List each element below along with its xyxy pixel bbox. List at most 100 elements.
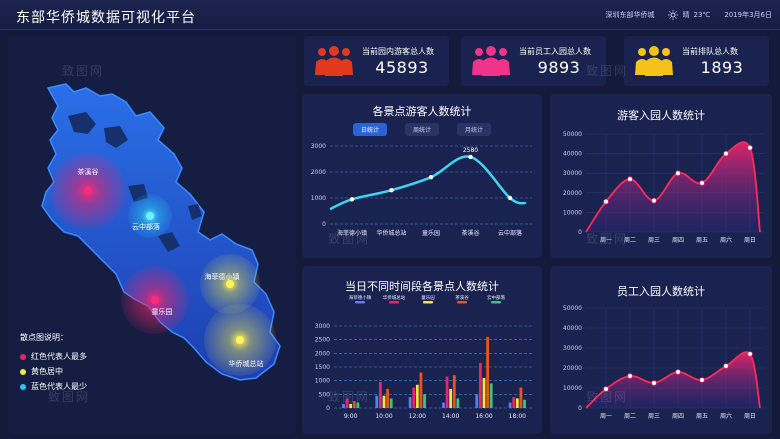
data-point [651,380,657,386]
x-tick-label: 周二 [624,413,636,420]
y-tick-label: 2500 [315,337,330,344]
y-tick-label: 0 [326,405,330,412]
data-point [603,386,609,392]
people-icon [635,46,673,76]
map-legend: 散点图说明： 红色代表人最多 黄色居中 蓝色代表人最少 [20,332,87,396]
legend-label: 红色代表人最多 [31,352,87,361]
y-tick-label: 40000 [563,325,582,332]
hotspot-tongleyuan[interactable]: 童乐园 [121,266,189,334]
data-point [349,197,355,202]
y-tick-label: 20000 [563,190,582,197]
x-tick-label: 10:00 [375,413,392,420]
x-tick-label: 海菲德小镇 [337,229,367,237]
tab-weekly[interactable]: 周统计 [404,123,439,136]
hotspot-huaqiaocheng[interactable]: 华侨城总站 [204,304,276,376]
legend-swatch [491,301,501,304]
bar [408,397,412,408]
watermark: 致图网 [62,64,105,78]
legend-swatch [457,301,467,304]
series-area [586,142,760,232]
legend-dot [20,383,26,390]
legend-label: 童乐园 [421,294,435,301]
legend-label: 蓝色代表人最少 [31,382,87,391]
y-tick-label: 0 [578,229,582,236]
y-tick-label: 3000 [311,143,326,150]
legend-title: 散点图说明： [20,333,68,342]
x-tick-label: 9:00 [344,413,358,420]
data-point [699,180,705,186]
map-panel: 茶溪谷 云中部落 海菲德小镇 童乐园 华侨城总站 散点图说明： 红色代表人最多 [8,36,296,434]
bar [445,376,449,408]
data-point [699,377,705,383]
bar [489,383,493,408]
x-tick-label: 14:00 [442,413,459,420]
tab-monthly[interactable]: 月统计 [457,123,492,136]
data-label: 2580 [463,147,478,154]
bar [349,403,353,408]
kpi-label: 当前园内游客总人数 [362,47,434,56]
tab-daily[interactable]: 日统计 [352,123,387,136]
legend-label: 华侨城总站 [383,294,406,301]
hotspot-label: 云中部落 [132,222,160,231]
page-title: 东部华侨城数据可视化平台 [16,10,196,26]
y-tick-label: 3000 [315,323,330,330]
y-tick-label: 1000 [311,195,326,202]
bar [456,398,460,408]
bar [379,382,382,408]
x-tick-label: 周日 [744,237,756,244]
bar [442,402,445,408]
data-point [627,373,633,379]
legend-label: 海菲德小镇 [349,294,372,301]
watermark: 致图网 [586,232,629,246]
y-tick-label: 1000 [315,378,330,385]
bar [423,394,426,408]
x-tick-label: 周六 [720,412,732,420]
x-tick-label: 12:00 [409,413,426,420]
data-point [468,154,473,160]
x-tick-label: 周一 [600,413,612,420]
bar [342,403,345,408]
hotspot-label: 海菲德小镇 [205,272,240,281]
hotspot-chaxigu[interactable]: 茶溪谷 [50,153,126,229]
x-tick-label: 周三 [648,413,660,420]
line-chart: 0 1000 2000 3000 海菲德小镇 华侨城总站 童乐园 茶溪谷 云中部落 2580 [311,143,532,237]
kpi-card-visitors: 当前园内游客总人数 45893 [304,36,449,86]
data-point [507,195,513,201]
x-tick-label: 茶溪谷 [461,229,479,237]
staff-entry-panel: 员工入园人数统计 0 10000 20000 30000 40000 50000 周一 周二 周… [550,266,772,434]
time-period-panel: 当日不同时间段各景点人数统计 0 500 1000 1500 2000 2500 3000 海… [302,266,542,434]
legend-item: 黄色居中 [20,366,87,377]
panel-title: 游客入园人数统计 [617,109,705,122]
bar [412,387,416,408]
panel-title: 各景点游客人数统计 [372,105,472,118]
data-point [723,150,729,157]
y-tick-label: 50000 [563,131,582,138]
bar [352,401,356,408]
bar [449,388,453,408]
hotspot-label: 茶溪谷 [78,167,99,176]
x-tick-label: 周四 [672,413,684,420]
hotspot-haifeide[interactable]: 海菲德小镇 [200,254,260,314]
bar-chart: 0 500 1000 1500 2000 2500 3000 海菲德小镇 华侨城总站 童乐园 茶溪谷… [315,294,534,420]
legend-dot [20,353,26,360]
area-chart: 0 10000 20000 30000 40000 50000 周一 周二 周三 周四 周五 周六 周日 [563,305,764,420]
watermark: 致图网 [328,232,371,246]
bar [475,394,479,408]
header-info: 深圳东部华侨城 晴 23℃ 2019年3月6日 [605,10,772,20]
legend-item: 红色代表人最多 [20,351,87,362]
data-point [651,197,657,204]
data-point [723,363,729,369]
bar [479,362,482,408]
legend-dot [20,368,26,375]
y-tick-label: 1500 [315,364,330,371]
area-chart: 0 10000 20000 30000 40000 50000 周一 周二 周三 周四 周五 周六 周日 [563,131,764,244]
legend-label: 黄色居中 [31,367,63,376]
watermark: 致图网 [328,390,371,404]
kpi-value: 45893 [375,58,429,77]
data-point [675,170,681,176]
x-tick-label: 周六 [720,236,732,244]
date-label: 2019年3月6日 [724,11,772,19]
legend-label: 茶溪谷 [455,294,469,301]
hotspot-yunzhongbuluo[interactable]: 云中部落 [128,194,172,238]
bar [512,397,516,408]
